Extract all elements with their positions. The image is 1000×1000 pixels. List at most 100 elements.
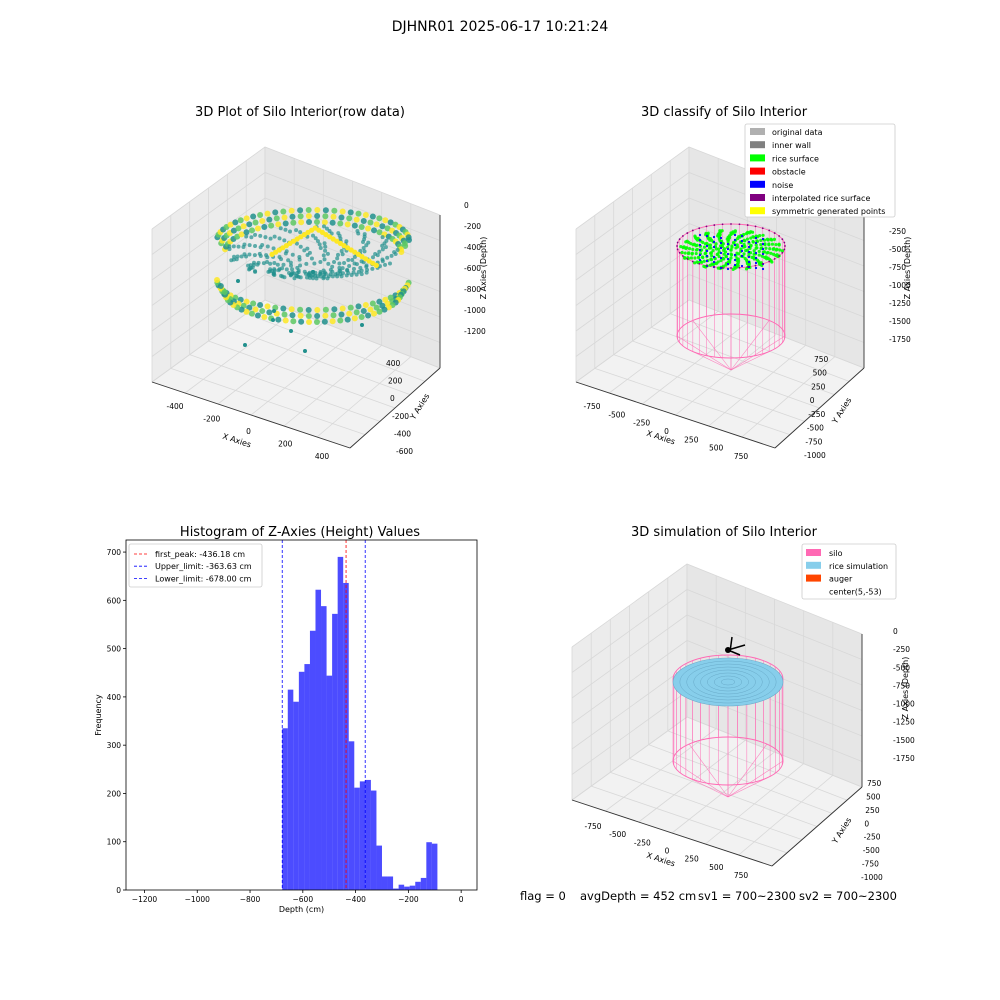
raw-point — [345, 267, 350, 272]
z-tick-label: -200 — [464, 222, 481, 231]
raw-point — [321, 268, 326, 273]
interpolated-point — [761, 227, 764, 230]
x-axis-label: X Axies — [645, 429, 676, 447]
rice-surface-point — [774, 242, 778, 247]
legend-label: first_peak: -436.18 cm — [155, 550, 245, 559]
y-tick-label: 0 — [116, 886, 121, 895]
raw-point — [324, 226, 329, 231]
rice-surface-point — [759, 243, 763, 247]
raw-point — [347, 209, 354, 216]
footer-sv1: sv1 = 700~2300 — [698, 889, 796, 903]
x-axis-label: Depth (cm) — [279, 905, 324, 914]
interpolated-point — [781, 251, 784, 254]
raw-point — [305, 306, 312, 313]
x-axis-line — [571, 799, 773, 867]
noise-point — [726, 267, 730, 271]
legend-label: noise — [772, 181, 793, 190]
noise-point — [740, 239, 744, 243]
raw-point — [278, 226, 283, 231]
x-tick-label: 250 — [684, 435, 699, 444]
x-axis-label: X Axies — [645, 851, 676, 869]
histogram-bar — [309, 630, 316, 890]
raw-point — [344, 316, 351, 323]
rice-surface-point — [771, 247, 775, 251]
interpolated-point — [754, 264, 757, 267]
z-tick-label: -600 — [464, 264, 481, 273]
raw-point — [364, 243, 369, 248]
noise-point — [733, 258, 737, 262]
rice-surface-point — [714, 242, 718, 246]
y-tick-label: 400 — [386, 359, 401, 368]
rice-surface-point — [721, 256, 725, 261]
x-tick-label: −400 — [345, 895, 366, 904]
noise-point — [754, 241, 758, 245]
raw-point — [305, 252, 310, 257]
noise-point — [719, 266, 723, 270]
rice-surface-point — [766, 238, 770, 242]
interpolated-point — [678, 238, 681, 241]
legend-swatch — [750, 207, 765, 215]
histogram-bar — [293, 701, 299, 890]
raw-point — [335, 252, 340, 257]
rice-surface-point — [700, 255, 705, 259]
z-tick-label: -250 — [889, 227, 906, 236]
legend-swatch — [806, 561, 821, 569]
raw-point — [337, 261, 342, 266]
z-tick-label: -800 — [464, 285, 481, 294]
raw-point — [369, 300, 376, 307]
y-tick-label: -500 — [863, 846, 880, 855]
noise-point — [726, 247, 730, 251]
silo-wall-cone — [672, 760, 729, 798]
raw-point — [367, 306, 374, 313]
y-tick-label: -750 — [805, 437, 822, 446]
rice-surface-point — [696, 236, 700, 240]
raw-point — [272, 209, 279, 216]
x-tick-label: -500 — [609, 830, 626, 839]
interpolated-point — [783, 248, 786, 251]
rice-surface-point — [749, 236, 753, 240]
legend-swatch — [750, 167, 765, 175]
raw-point — [305, 246, 310, 251]
histogram-bar — [398, 884, 405, 890]
raw-point — [289, 312, 296, 319]
outlier-point — [271, 318, 275, 322]
rice-surface-point — [770, 238, 774, 242]
raw-point — [227, 247, 232, 252]
raw-point — [367, 219, 374, 226]
raw-point — [387, 261, 392, 266]
rice-surface-point — [702, 245, 707, 249]
raw-point — [323, 271, 328, 276]
rice-surface-point — [729, 252, 733, 256]
noise-point — [705, 254, 709, 258]
raw-point — [337, 268, 342, 273]
interpolated-point — [721, 266, 724, 269]
noise-point — [761, 252, 765, 256]
silo-wall-cone — [727, 743, 768, 798]
raw-point — [359, 272, 364, 277]
z-tick-label: -1200 — [464, 327, 486, 336]
raw-point — [360, 308, 367, 315]
noise-point — [698, 238, 702, 242]
rice-surface-point — [708, 243, 713, 247]
y-axis-line — [349, 367, 441, 449]
interpolated-point — [773, 232, 776, 234]
interpolated-point — [781, 238, 784, 241]
histogram-bar — [282, 728, 288, 890]
rice-surface-point — [708, 237, 712, 241]
raw-point — [232, 254, 237, 259]
histogram-bar — [304, 664, 310, 890]
raw-point — [283, 251, 288, 256]
raw-point — [344, 221, 351, 228]
panel4-plot: -750 -500 -250 0 250 500 750 750 500 250 0 -250 -500… — [571, 543, 915, 882]
histogram-bar — [415, 881, 421, 890]
histogram-bar — [420, 877, 427, 890]
silo-wall-cone — [692, 351, 732, 371]
noise-point — [719, 251, 723, 255]
raw-point — [266, 309, 273, 316]
y-axis-label: Y Axies — [830, 816, 854, 846]
raw-point — [380, 243, 385, 248]
raw-point — [323, 248, 328, 253]
noise-point — [761, 237, 765, 241]
noise-point — [747, 260, 751, 264]
raw-point — [272, 234, 277, 239]
